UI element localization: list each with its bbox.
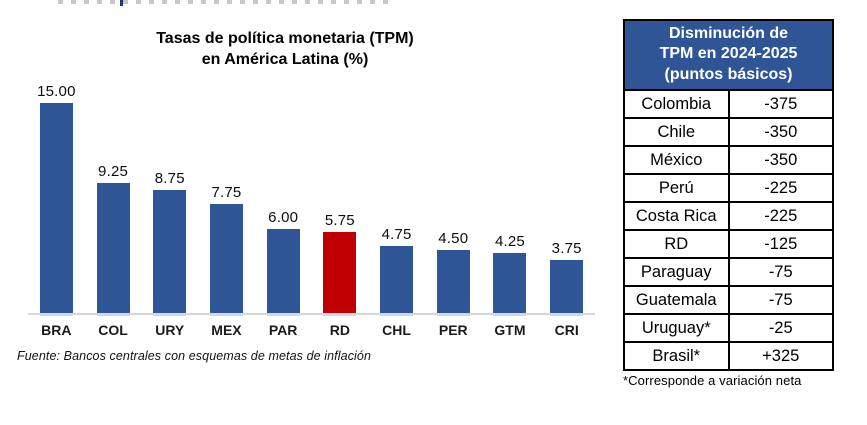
plot-area: 15.00 9.25 8.75 7.75 6.00 5.75 4.75 4.5: [28, 80, 595, 315]
x-axis-label-cri: CRI: [554, 322, 579, 338]
bar-chl: [380, 246, 414, 313]
bar-par: [266, 229, 300, 313]
table-header-line3: (puntos básicos): [664, 65, 793, 83]
country-cell: RD: [623, 229, 730, 260]
bar-per: [436, 250, 470, 313]
country-cell: Guatemala: [623, 285, 730, 316]
country-cell: Perú: [623, 173, 730, 204]
bar-rd-highlighted: [323, 232, 357, 313]
chart-title-line2: en América Latina (%): [201, 51, 369, 69]
table-row: Colombia -375: [623, 89, 834, 120]
x-axis-label-col: COL: [98, 322, 128, 338]
value-cell: -375: [727, 89, 834, 120]
x-axis-label-chl: CHL: [382, 322, 411, 338]
bar-cri: [550, 260, 584, 313]
tpm-reduction-table: Disminución de TPM en 2024-2025 (puntos …: [623, 18, 834, 372]
table-row: Brasil* +325: [623, 341, 834, 372]
bar-group-mex: 7.75: [198, 80, 255, 313]
table-header: Disminución de TPM en 2024-2025 (puntos …: [623, 18, 834, 92]
x-axis-labels: BRA COL URY MEX PAR RD CHL PER GTM CRI: [28, 322, 595, 338]
table-footnote: *Corresponde a variación neta: [623, 373, 802, 389]
x-axis-label-per: PER: [438, 322, 468, 338]
x-axis-label-ury: URY: [155, 322, 185, 338]
table-row: Costa Rica -225: [623, 201, 834, 232]
chart-source-note: Fuente: Bancos centrales con esquemas de…: [17, 349, 372, 363]
bar-col: [96, 183, 130, 313]
chart-title: Tasas de política monetaria (TPM) en Amé…: [30, 28, 540, 70]
bar-value-label: 4.75: [381, 226, 412, 243]
bar-gtm: [493, 253, 527, 313]
table-header-line2: TPM en 2024-2025: [659, 45, 798, 63]
table-row: Perú -225: [623, 173, 834, 204]
bar-group-col: 9.25: [85, 80, 142, 313]
bar-value-label: 8.75: [154, 170, 185, 187]
bar-value-label: 5.75: [324, 212, 355, 229]
value-cell: -25: [727, 313, 834, 344]
tpm-reduction-panel: Disminución de TPM en 2024-2025 (puntos …: [623, 18, 834, 389]
bar-value-label: 4.50: [438, 230, 469, 247]
bar-ury: [153, 190, 187, 313]
chart-title-line1: Tasas de política monetaria (TPM): [156, 30, 414, 47]
value-cell: -225: [727, 173, 834, 204]
bar-value-label: 7.75: [211, 184, 242, 201]
country-cell: Costa Rica: [623, 201, 730, 232]
value-cell: +325: [727, 341, 834, 372]
bar-group-cri: 3.75: [538, 80, 595, 313]
bar-group-rd: 5.75: [312, 80, 369, 313]
country-cell: Brasil*: [623, 341, 730, 372]
x-axis-label-bra: BRA: [41, 322, 72, 338]
x-axis-label-gtm: GTM: [494, 322, 526, 338]
bar-value-label: 15.00: [37, 83, 76, 100]
x-axis-label-mex: MEX: [211, 322, 242, 338]
cropped-text-remnant: [58, 0, 393, 4]
bar-group-chl: 4.75: [368, 80, 425, 313]
table-row: Paraguay -75: [623, 257, 834, 288]
table-row: México -350: [623, 145, 834, 176]
x-axis-label-par: PAR: [268, 322, 298, 338]
bar-bra: [39, 103, 73, 313]
x-axis-label-rd: RD: [329, 322, 350, 338]
table-header-line1: Disminución de: [668, 25, 789, 42]
bar-value-label: 6.00: [268, 209, 299, 226]
bar-group-gtm: 4.25: [482, 80, 539, 313]
country-cell: Uruguay*: [623, 313, 730, 344]
table-row: RD -125: [623, 229, 834, 260]
bar-value-label: 3.75: [551, 240, 582, 257]
bar-group-per: 4.50: [425, 80, 482, 313]
bar-group-bra: 15.00: [28, 80, 85, 313]
table-row: Chile -350: [623, 117, 834, 148]
bar-value-label: 4.25: [494, 233, 525, 250]
cropped-text-remnant-mark: [120, 0, 123, 6]
value-cell: -225: [727, 201, 834, 232]
country-cell: Colombia: [623, 89, 730, 120]
value-cell: -75: [727, 285, 834, 316]
bar-mex: [209, 204, 243, 313]
bar-group-par: 6.00: [255, 80, 312, 313]
country-cell: Paraguay: [623, 257, 730, 288]
table-row: Uruguay* -25: [623, 313, 834, 344]
country-cell: Chile: [623, 117, 730, 148]
value-cell: -75: [727, 257, 834, 288]
value-cell: -350: [727, 145, 834, 176]
bar-value-label: 9.25: [98, 163, 129, 180]
tpm-bar-chart: Tasas de política monetaria (TPM) en Amé…: [17, 28, 595, 363]
table-row: Guatemala -75: [623, 285, 834, 316]
country-cell: México: [623, 145, 730, 176]
value-cell: -350: [727, 117, 834, 148]
value-cell: -125: [727, 229, 834, 260]
bar-group-ury: 8.75: [141, 80, 198, 313]
